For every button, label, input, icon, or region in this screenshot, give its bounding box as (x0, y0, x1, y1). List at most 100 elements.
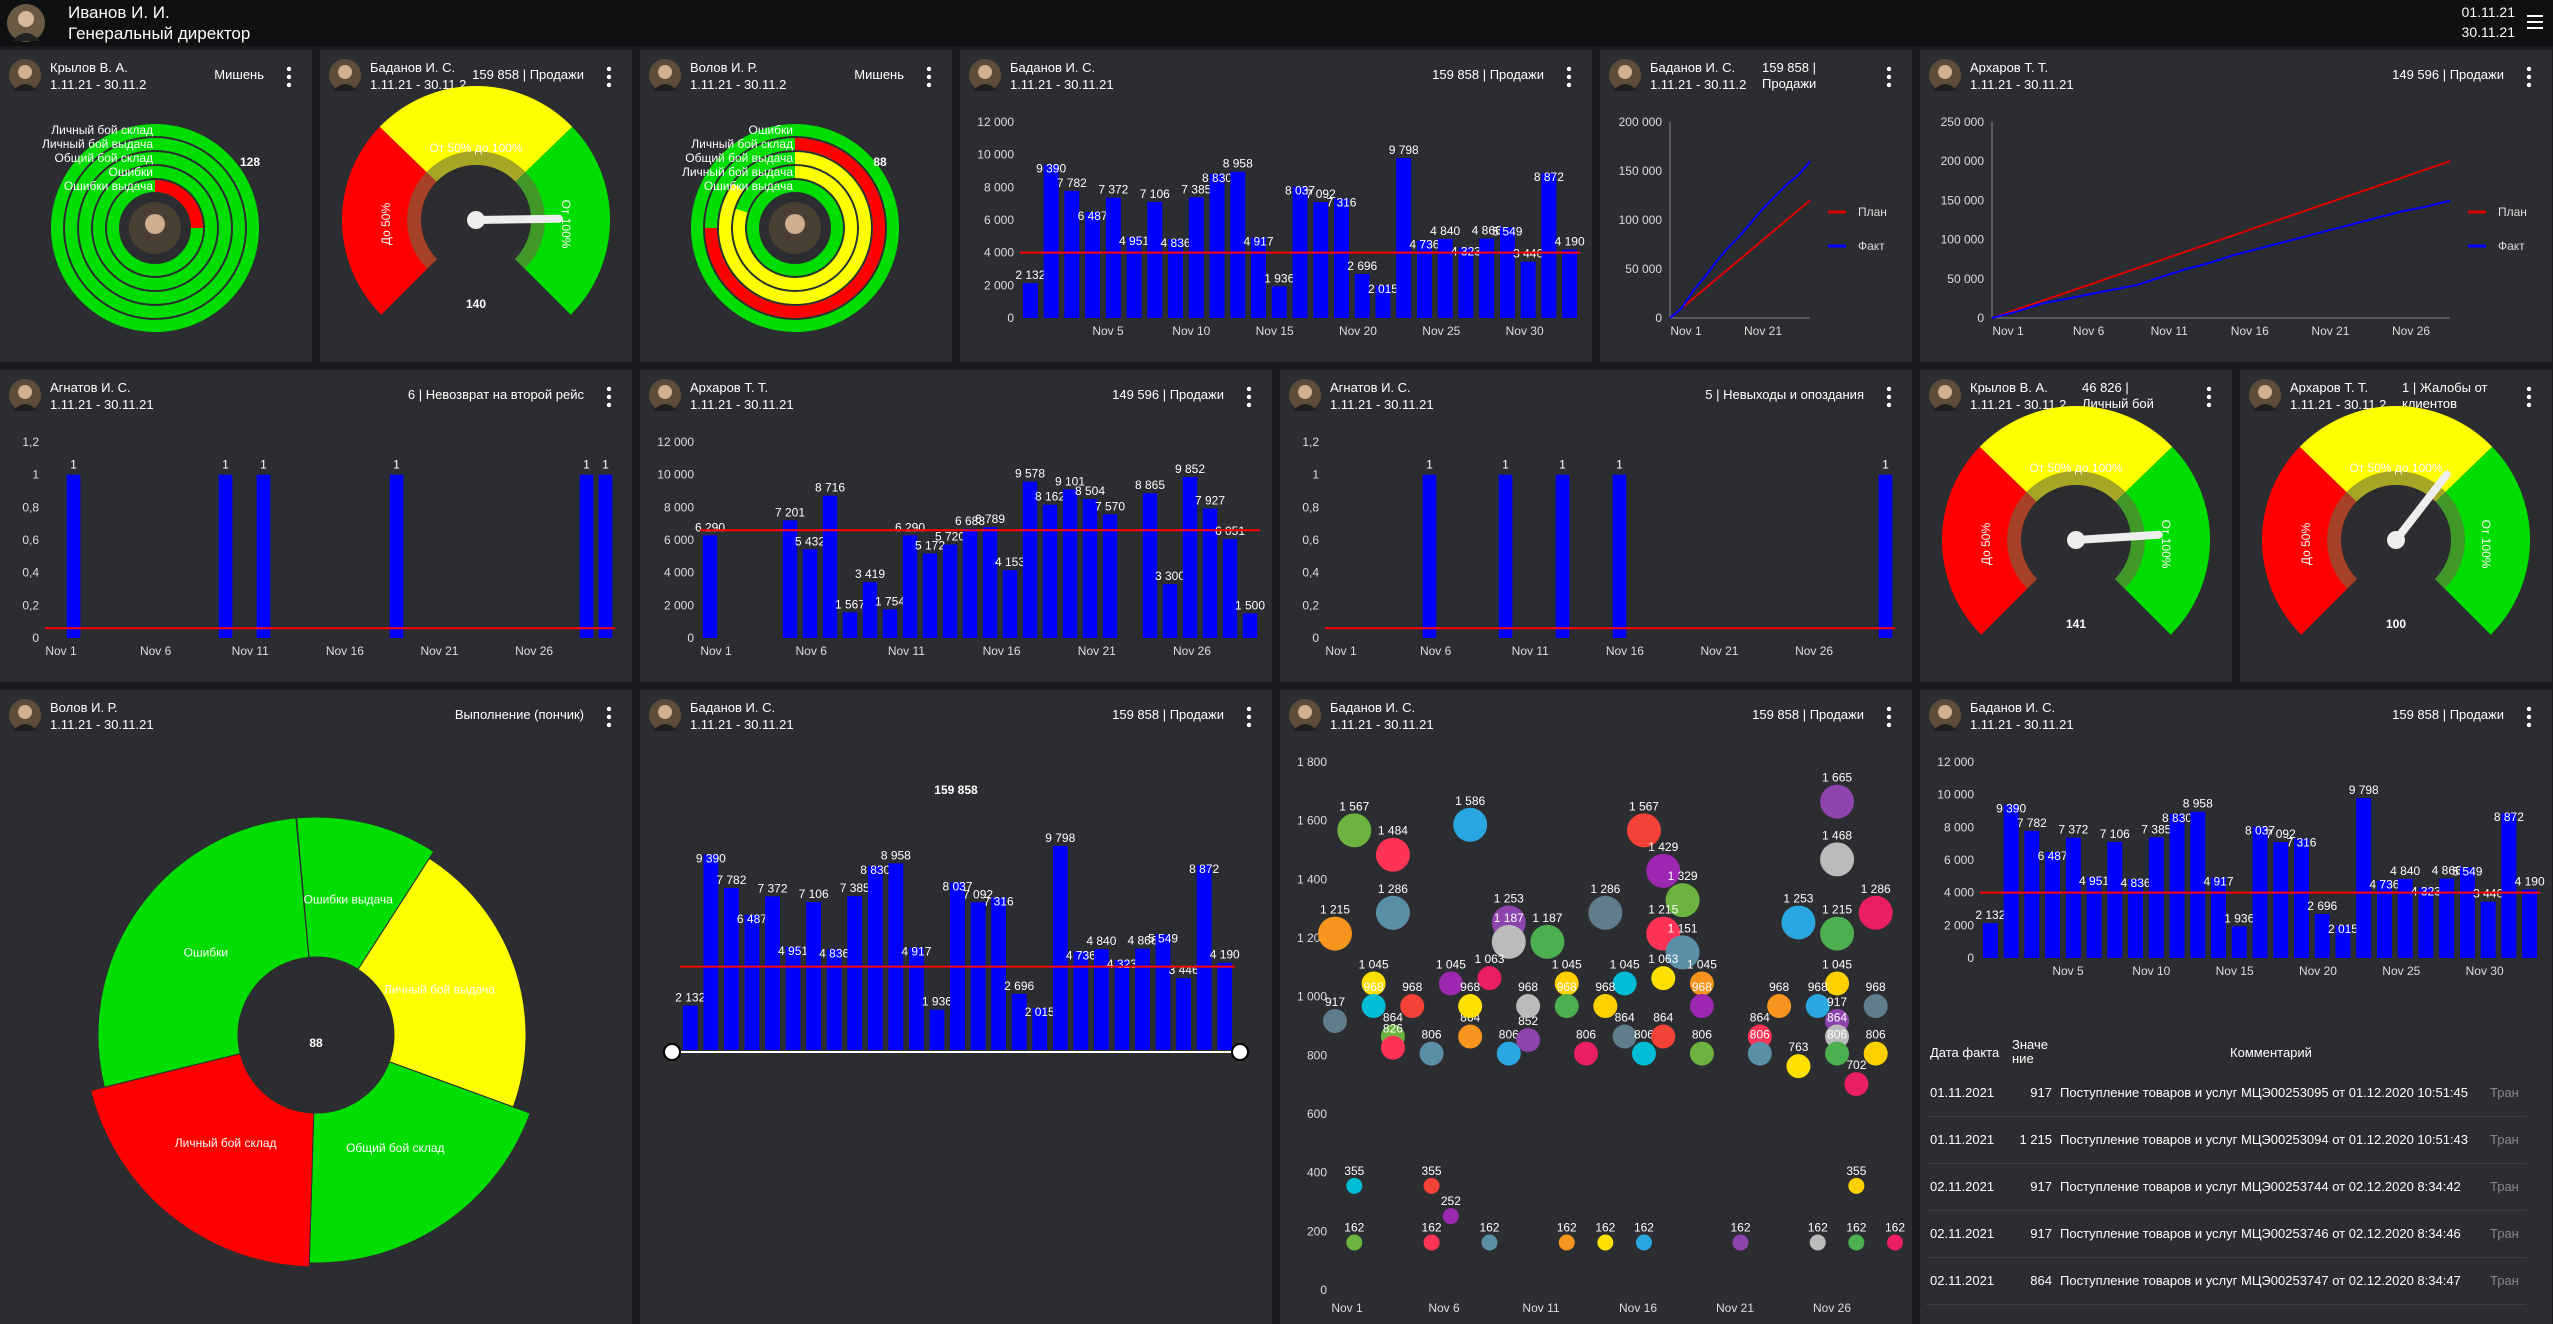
bar-value-label: 8 830 (2162, 811, 2192, 825)
hamburger-menu-icon[interactable] (2525, 12, 2545, 32)
bar (2294, 838, 2309, 958)
table-row[interactable]: 02.11.2021 917 Поступление товаров и услуг… (1926, 1163, 2526, 1211)
table-row[interactable]: 02.11.2021 864 Поступление товаров и услуг… (1926, 1257, 2526, 1305)
more-options-icon[interactable] (1886, 386, 1892, 408)
more-options-icon[interactable] (1246, 386, 1252, 408)
bar-value-label: 8 872 (1534, 170, 1564, 184)
widget-card-c13[interactable]: Баданов И. С. 1.11.21 - 30.11.21 159 858 |… (640, 690, 1272, 1324)
widget-card-c15[interactable]: Баданов И. С. 1.11.21 - 30.11.21 159 858 |… (1920, 690, 2552, 1324)
widget-card-c8[interactable]: Архаров Т. Т. 1.11.21 - 30.11.21 149 596 |… (640, 370, 1272, 682)
bar-value-label: 4 736 (1409, 238, 1439, 252)
bubble-label: 1 567 (1339, 799, 1369, 813)
x-tick-label: Nov 30 (2466, 964, 2504, 978)
more-options-icon[interactable] (926, 66, 932, 88)
y-tick-label: 0,8 (22, 500, 39, 514)
bubble-label: 968 (1595, 980, 1615, 994)
bubble (1689, 1041, 1714, 1066)
bar-value-label: 9 798 (1389, 143, 1419, 157)
bar-value-label: 6 683 (955, 514, 985, 528)
person-avatar (649, 699, 681, 731)
ring-track-3 (93, 166, 217, 290)
bubble-label: 852 (1518, 1014, 1538, 1028)
bubble (1848, 1234, 1865, 1251)
chart-area: 0 50 000 100 000 150 000 200 000 План Факт Nov … (1619, 115, 1887, 338)
bubble (1747, 1041, 1772, 1066)
widget-card-c3[interactable]: Волов И. Р. 1.11.21 - 30.11.2 Мишень Ошибки… (640, 50, 952, 362)
x-tick-label: Nov 5 (2052, 964, 2084, 978)
bar (1105, 197, 1121, 318)
cell-extra: Тран (2486, 1210, 2526, 1258)
bar (1042, 504, 1058, 638)
bar (785, 946, 801, 1050)
widget-card-c2[interactable]: Баданов И. С. 1.11.21 - 30.11.2 159 858 | … (320, 50, 632, 362)
x-tick-label: Nov 16 (1619, 1301, 1657, 1315)
bar (703, 854, 719, 1050)
bar-value-label: 4 190 (1555, 235, 1585, 249)
more-options-icon[interactable] (1886, 66, 1892, 88)
bar-value-label: 4 190 (2515, 875, 2545, 889)
more-options-icon[interactable] (286, 66, 292, 88)
more-options-icon[interactable] (1566, 66, 1572, 88)
period: 1.11.21 - 30.11.21 (1330, 717, 1434, 732)
gauge-value: 140 (466, 297, 486, 311)
x-tick-label: Nov 20 (2299, 964, 2337, 978)
ring-center-face (785, 214, 805, 234)
bubble (1825, 1041, 1850, 1066)
header-value[interactable]: Значе ние (2012, 1037, 2048, 1066)
bubble-label: 763 (1788, 1040, 1808, 1054)
widget-card-c11[interactable]: Архаров Т. Т. 1.11.21 - 30.11.2 1 | Жалобы… (2240, 370, 2552, 682)
widget-card-c4[interactable]: Баданов И. С. 1.11.21 - 30.11.21 159 858 |… (960, 50, 1592, 362)
widget-card-c1[interactable]: Крылов В. А. 1.11.21 - 30.11.2 Мишень Личны… (0, 50, 312, 362)
bar (1032, 1008, 1048, 1050)
more-options-icon[interactable] (606, 66, 612, 88)
more-options-icon[interactable] (1246, 706, 1252, 728)
widget-card-c10[interactable]: Крылов В. А. 1.11.21 - 30.11.2 46 826 | Лич… (1920, 370, 2232, 682)
widget-card-c6[interactable]: Архаров Т. Т. 1.11.21 - 30.11.21 149 596 |… (1920, 50, 2552, 362)
x-tick-label: Nov 6 (796, 644, 828, 658)
bubble (1646, 853, 1681, 888)
more-options-icon[interactable] (1886, 706, 1892, 728)
widget-card-c5[interactable]: Баданов И. С. 1.11.21 - 30.11.2 159 858 | П… (1600, 50, 1912, 362)
card-title: Мишень (214, 67, 264, 82)
widget-card-c14[interactable]: Баданов И. С. 1.11.21 - 30.11.21 159 858 |… (1280, 690, 1912, 1324)
y-tick-label: 0,8 (1302, 500, 1319, 514)
user-avatar[interactable] (6, 3, 46, 43)
bubble-label: 968 (1364, 980, 1384, 994)
table-row[interactable]: 01.11.2021 917 Поступление товаров и услуг… (1926, 1069, 2526, 1117)
card-title-line1: 159 858 | (1762, 60, 1816, 75)
bar-value-label: 7 372 (1098, 183, 1128, 197)
bubble (1593, 994, 1618, 1019)
y-tick-label: 2 000 (1944, 918, 1974, 932)
header-date[interactable]: Дата факта (1930, 1044, 2000, 1060)
more-options-icon[interactable] (2526, 706, 2532, 728)
more-options-icon[interactable] (606, 386, 612, 408)
bar (2356, 797, 2372, 958)
gauge-zone-0 (342, 126, 438, 315)
y-tick-label: 4 000 (984, 246, 1014, 260)
person-avatar (1929, 59, 1961, 91)
bubble (1346, 1177, 1363, 1194)
person-name: Баданов И. С. (1970, 700, 2056, 715)
widget-card-c12[interactable]: Волов И. Р. 1.11.21 - 30.11.21 Выполнение … (0, 690, 632, 1324)
widget-card-c7[interactable]: Агнатов И. С. 1.11.21 - 30.11.21 6 | Невоз… (0, 370, 632, 682)
top-bar: Иванов И. И. Генеральный директор 01.11.… (0, 0, 2553, 46)
bar (579, 474, 594, 638)
widget-card-c9[interactable]: Агнатов И. С. 1.11.21 - 30.11.21 5 | Невых… (1280, 370, 1912, 682)
date-from[interactable]: 01.11.21 (2461, 4, 2515, 20)
range-slider-end-handle[interactable] (1231, 1043, 1249, 1061)
table-row[interactable]: 02.11.2021 917 Поступление товаров и услуг… (1926, 1210, 2526, 1258)
chart-area: 0 50 000 100 000 150 000 200 000 250 000 План Ф… (1941, 115, 2527, 338)
header-comment[interactable]: Комментарий (2230, 1044, 2312, 1060)
bar (389, 474, 404, 638)
date-to[interactable]: 30.11.21 (2461, 24, 2515, 40)
table-row[interactable]: 01.11.2021 1 215 Поступление товаров и усл… (1926, 1116, 2526, 1164)
range-slider-start-handle[interactable] (663, 1043, 681, 1061)
bar-value-label: 1 936 (2224, 911, 2254, 925)
bar (1064, 190, 1080, 318)
more-options-icon[interactable] (2526, 386, 2532, 408)
more-options-icon[interactable] (606, 706, 612, 728)
more-options-icon[interactable] (2526, 66, 2532, 88)
more-options-icon[interactable] (2206, 386, 2212, 408)
x-tick-label: Nov 16 (983, 644, 1021, 658)
